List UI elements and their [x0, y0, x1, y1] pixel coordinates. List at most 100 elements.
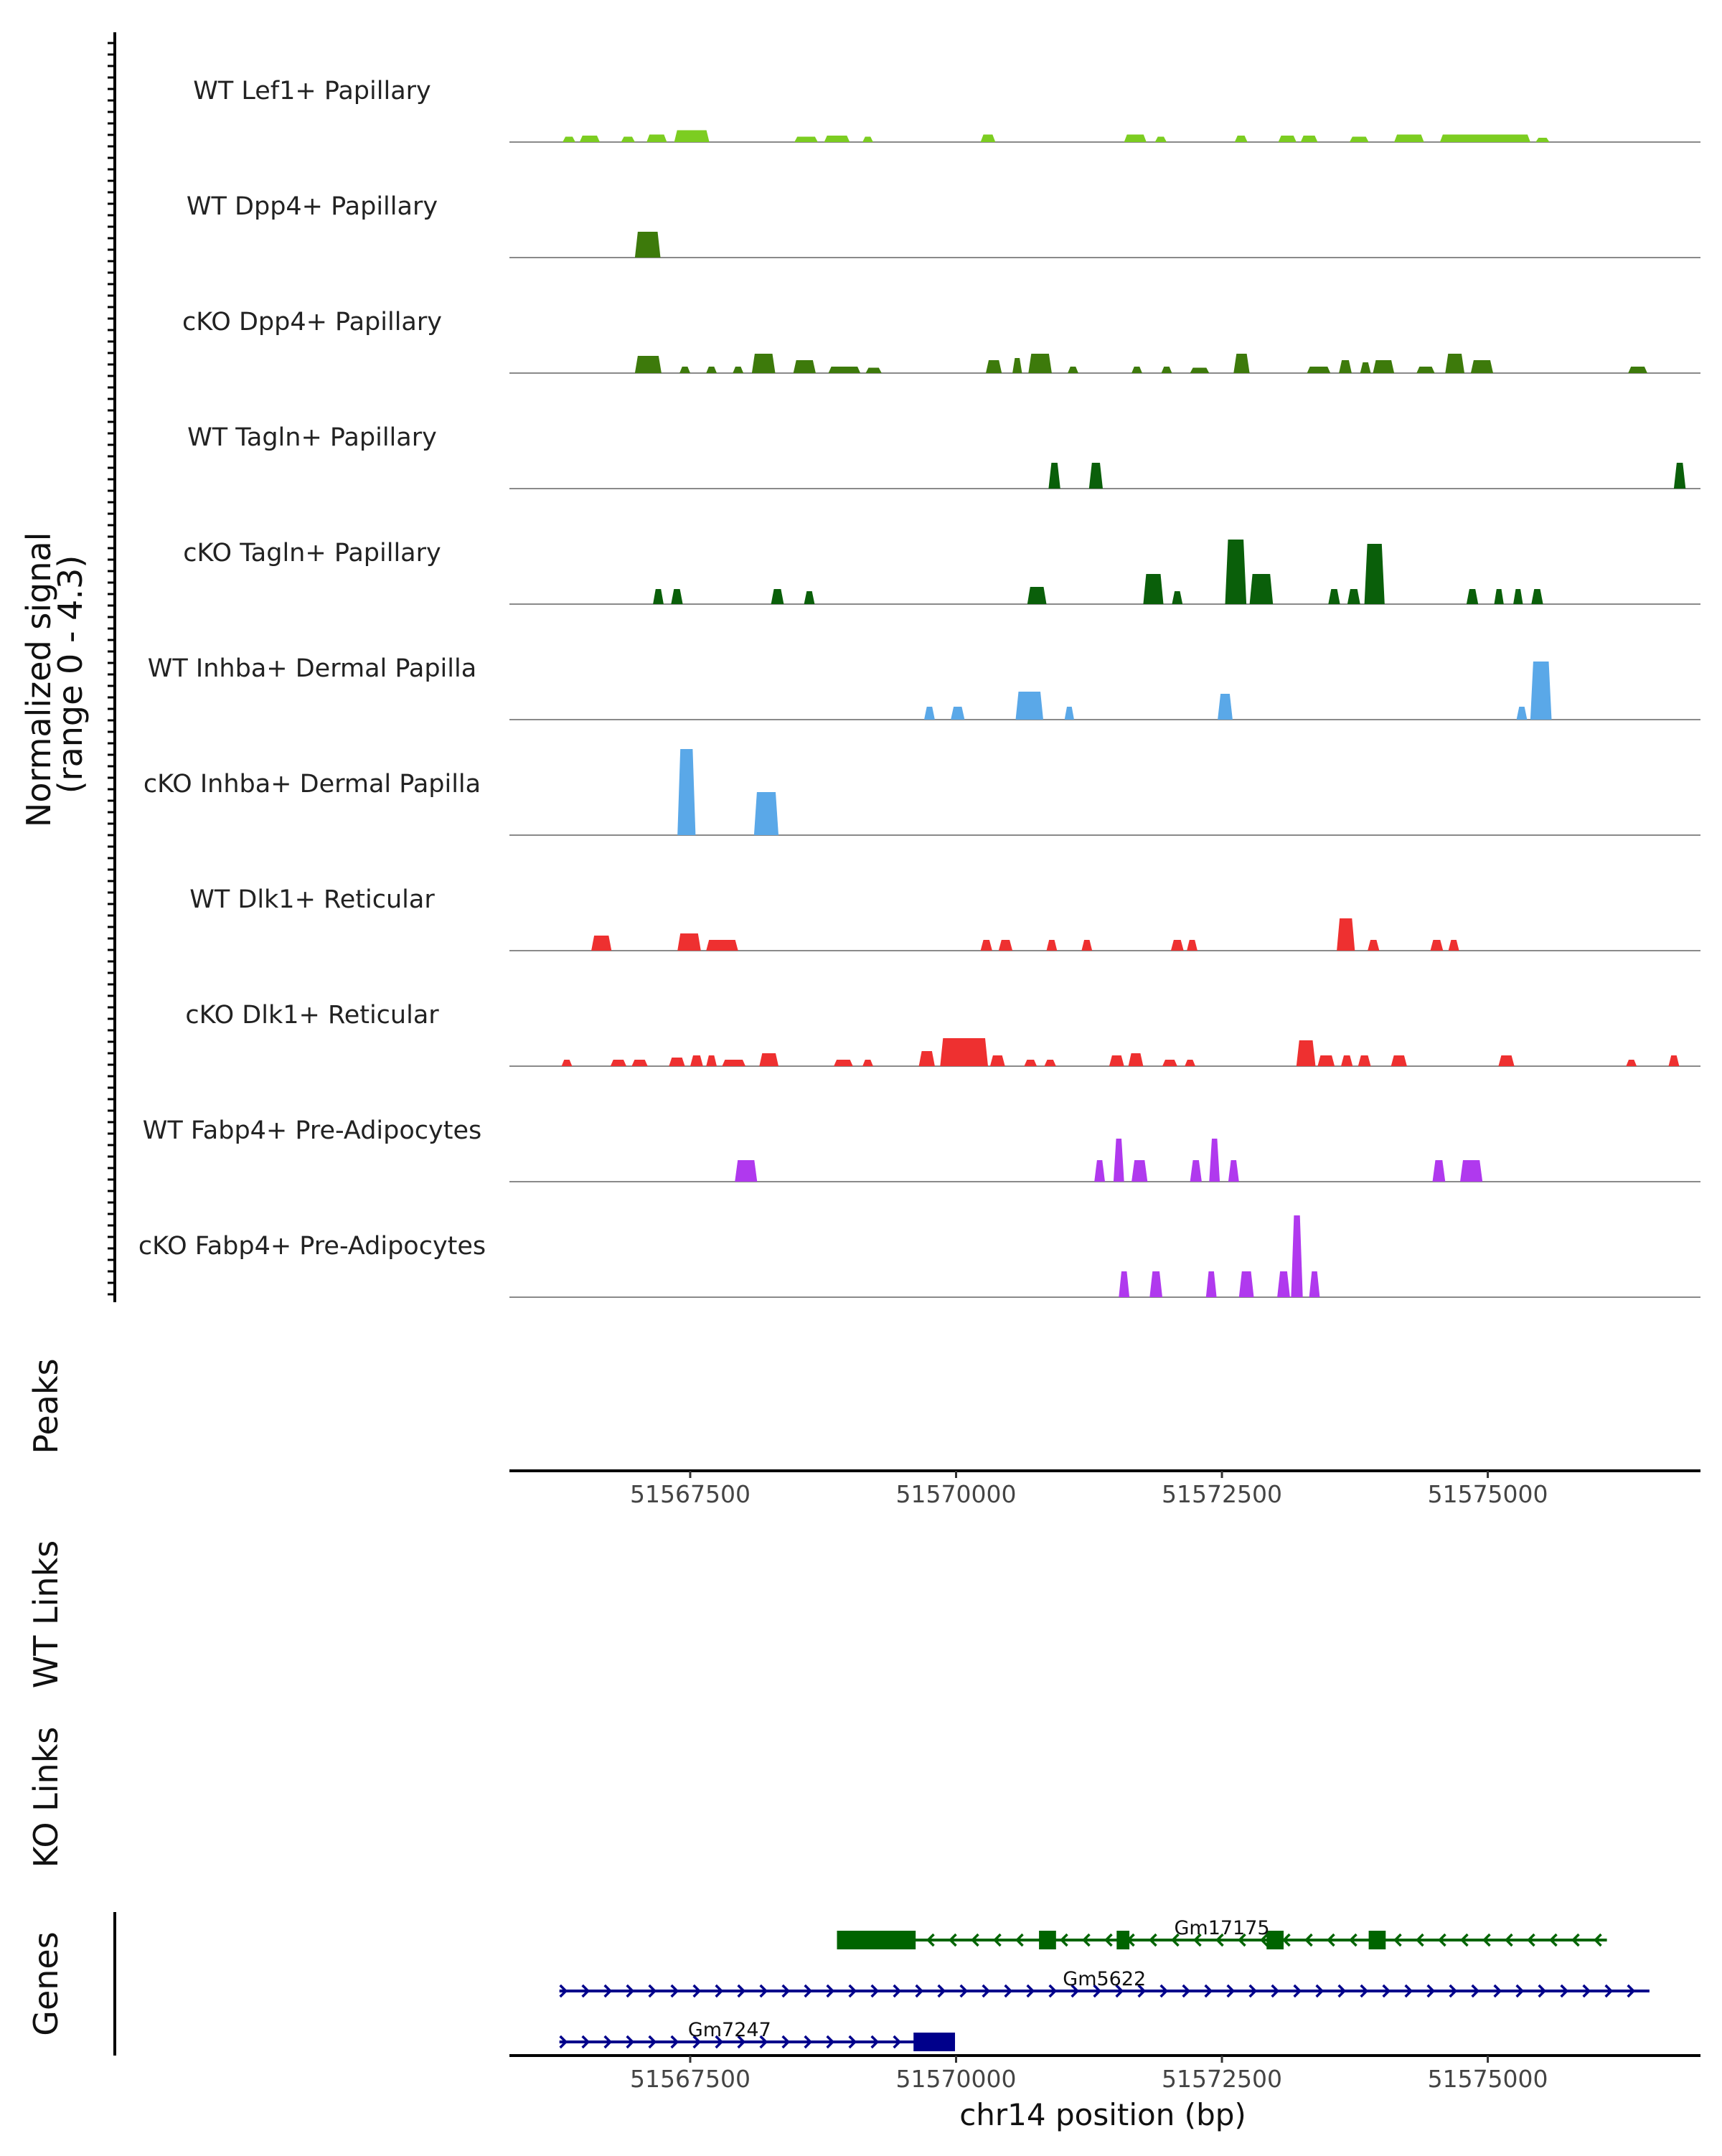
genes-x-tick-label: 51572500: [1162, 2065, 1282, 2093]
gene-model: Gm7247: [559, 2019, 956, 2051]
wt-links-panel-label: WT Links: [27, 1540, 65, 1688]
track-label: cKO Dlk1+ Reticular: [185, 1001, 439, 1030]
coverage-track: WT Fabp4+ Pre-Adipocytes: [143, 1116, 1700, 1182]
coverage-peak: [1460, 1160, 1483, 1182]
coverage-track: cKO Dpp4+ Papillary: [182, 308, 1700, 374]
coverage-peak: [1131, 367, 1142, 373]
coverage-peak: [1339, 360, 1352, 373]
coverage-peak: [1064, 707, 1074, 720]
coverage-peak: [1498, 1055, 1515, 1066]
coverage-peak: [1044, 1060, 1056, 1066]
coverage-peak: [671, 589, 683, 604]
coverage-track: WT Dpp4+ Papillary: [187, 192, 1700, 258]
coverage-peak: [1430, 940, 1444, 951]
coverage-peak: [753, 792, 778, 835]
coverage-peak: [834, 1060, 853, 1066]
coverage-peak: [706, 940, 738, 951]
gene-model: Gm5622: [559, 1968, 1650, 1998]
track-label: cKO Tagln+ Papillary: [183, 539, 441, 568]
coverage-peak: [1170, 940, 1184, 951]
coverage-peak: [579, 136, 600, 142]
coverage-track: WT Dlk1+ Reticular: [189, 885, 1700, 951]
coverage-peak: [1027, 587, 1047, 604]
track-label: WT Tagln+ Papillary: [187, 423, 437, 452]
coverage-peak: [1154, 136, 1167, 142]
track-label: WT Dpp4+ Papillary: [187, 192, 438, 221]
coverage-peak: [1349, 136, 1369, 142]
coverage-peak: [1172, 591, 1183, 604]
coverage-peak: [759, 1053, 778, 1066]
coverage-peak: [1626, 1060, 1637, 1066]
coverage-peak: [646, 134, 667, 142]
track-label: WT Fabp4+ Pre-Adipocytes: [143, 1116, 481, 1145]
coverage-peak: [1394, 134, 1424, 142]
coverage-peak: [1205, 1271, 1217, 1297]
coverage-peak: [793, 360, 816, 373]
coverage-track: cKO Dlk1+ Reticular: [185, 1001, 1700, 1067]
coverage-peak: [1015, 692, 1043, 720]
coverage-peak: [1113, 1139, 1124, 1182]
coverage-track: cKO Fabp4+ Pre-Adipocytes: [138, 1215, 1700, 1298]
coverage-peak: [1668, 1055, 1680, 1066]
coverage-peak: [1149, 1271, 1162, 1297]
coverage-peak: [1109, 1055, 1124, 1066]
peaks-x-tick-label: 51575000: [1428, 1480, 1548, 1508]
x-axis-title: chr14 position (bp): [959, 2097, 1246, 2132]
coverage-peak: [610, 1060, 626, 1066]
coverage-peak: [677, 933, 701, 951]
coverage-peak: [751, 354, 776, 373]
coverage-peak: [951, 707, 965, 720]
coverage-peak: [1317, 1055, 1335, 1066]
gene-annotation-track: Gm17175 Gm5622 Gm7247: [559, 1917, 1650, 2051]
coverage-peak: [1291, 1215, 1303, 1297]
coverage-peak: [1234, 136, 1248, 142]
coverage-peak: [1300, 136, 1318, 142]
coverage-track: WT Tagln+ Papillary: [187, 423, 1700, 489]
strand-arrows: [559, 1984, 1636, 1998]
coverage-peak: [1068, 367, 1078, 373]
coverage-peak: [828, 367, 861, 373]
coverage-peak: [1360, 362, 1371, 373]
peaks-panel-label: Peaks: [27, 1358, 65, 1454]
coverage-peak: [634, 356, 662, 373]
coverage-peak: [1466, 589, 1479, 604]
coverage-peak: [1048, 463, 1060, 489]
track-label: WT Inhba+ Dermal Papilla: [148, 654, 476, 683]
gene-exon: [913, 2033, 956, 2051]
coverage-peak: [1530, 662, 1552, 720]
coverage-peak: [794, 136, 818, 142]
coverage-peak: [1233, 354, 1250, 373]
coverage-peak: [980, 940, 992, 951]
coverage-peak: [1628, 367, 1647, 373]
coverage-peak: [1161, 367, 1172, 373]
coverage-track: cKO Tagln+ Papillary: [183, 539, 1700, 605]
coverage-peak: [824, 136, 850, 142]
coverage-peak: [1445, 354, 1464, 373]
gene-label: Gm5622: [1063, 1968, 1146, 1990]
coverage-peak: [621, 136, 635, 142]
coverage-peak: [706, 367, 717, 373]
coverage-peak: [1088, 463, 1103, 489]
peaks-x-tick-label: 51570000: [896, 1480, 1017, 1508]
coverage-peak: [1307, 367, 1331, 373]
coverage-peak: [1391, 1055, 1407, 1066]
coverage-peak: [591, 936, 612, 951]
genes-panel-label: Genes: [27, 1931, 65, 2035]
gene-label: Gm7247: [688, 2019, 771, 2041]
coverage-track: WT Lef1+ Papillary: [193, 77, 1700, 143]
coverage-peak: [1439, 134, 1530, 142]
genes-x-tick-label: 51567500: [630, 2065, 751, 2093]
coverage-peak: [862, 1060, 873, 1066]
coverage-peak: [1277, 1271, 1290, 1297]
coverage-peak: [1535, 138, 1550, 142]
coverage-peak: [1494, 589, 1504, 604]
coverage-peak: [631, 1060, 648, 1066]
coverage-peak: [1278, 136, 1297, 142]
coverage-peak: [1094, 1160, 1105, 1182]
track-label: cKO Inhba+ Dermal Papilla: [144, 770, 481, 799]
gene-exon: [1116, 1931, 1130, 1949]
coverage-peak: [1531, 589, 1543, 604]
coverage-track: WT Inhba+ Dermal Papilla: [148, 654, 1700, 720]
genes-x-tick-label: 51570000: [896, 2065, 1017, 2093]
